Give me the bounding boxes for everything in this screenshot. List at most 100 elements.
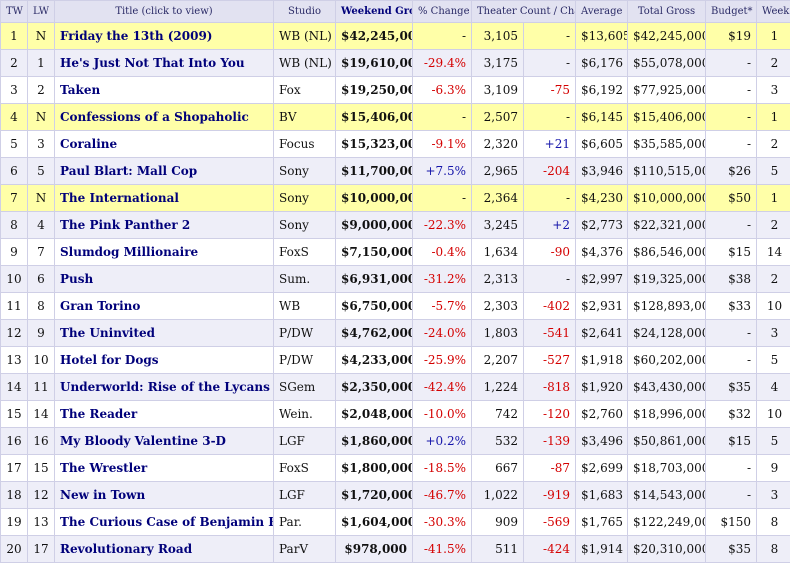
movie-title-link[interactable]: Coraline xyxy=(55,131,273,157)
rank-this-week-cell: 12 xyxy=(1,320,27,346)
movie-title-text[interactable]: The Reader xyxy=(60,407,138,421)
studio-cell: FoxS xyxy=(274,239,335,265)
movie-title-text[interactable]: Revolutionary Road xyxy=(60,542,193,556)
movie-title-text[interactable]: Hotel for Dogs xyxy=(60,353,159,367)
average-cell: $3,496 xyxy=(576,428,627,454)
table-row: 12 9 The Uninvited P/DW $4,762,000 -24.0% 1,80… xyxy=(1,320,790,346)
budget-cell: - xyxy=(706,212,756,238)
rank-last-week-cell: N xyxy=(28,185,54,211)
movie-title-link[interactable]: The Reader xyxy=(55,401,273,427)
header-week-number[interactable]: Week # xyxy=(757,1,790,22)
movie-title-text[interactable]: Underworld: Rise of the Lycans xyxy=(60,380,270,394)
movie-title-text[interactable]: The Curious Case of Benjamin Button xyxy=(60,515,273,529)
table-row: 4 N Confessions of a Shopaholic BV $15,406,0… xyxy=(1,104,790,130)
theater-count-cell: 909 xyxy=(472,509,523,535)
movie-title-link[interactable]: Revolutionary Road xyxy=(55,536,273,562)
movie-title-text[interactable]: Coraline xyxy=(60,137,118,151)
movie-title-text[interactable]: Confessions of a Shopaholic xyxy=(60,110,249,124)
movie-title-link[interactable]: Taken xyxy=(55,77,273,103)
weekend-gross-cell: $6,931,000 xyxy=(336,266,412,292)
movie-title-link[interactable]: Confessions of a Shopaholic xyxy=(55,104,273,130)
studio-cell: Fox xyxy=(274,77,335,103)
movie-title-text[interactable]: Gran Torino xyxy=(60,299,141,313)
movie-title-link[interactable]: The Pink Panther 2 xyxy=(55,212,273,238)
movie-title-link[interactable]: Friday the 13th (2009) xyxy=(55,23,273,49)
movie-title-text[interactable]: The Wrestler xyxy=(60,461,148,475)
rank-this-week-cell: 11 xyxy=(1,293,27,319)
week-number-cell: 9 xyxy=(757,455,790,481)
rank-last-week-cell: 11 xyxy=(28,374,54,400)
average-cell: $6,192 xyxy=(576,77,627,103)
theater-count-cell: 532 xyxy=(472,428,523,454)
studio-cell: Par. xyxy=(274,509,335,535)
table-row: 2 1 He's Just Not That Into You WB (NL) $19,… xyxy=(1,50,790,76)
movie-title-link[interactable]: The Curious Case of Benjamin Button xyxy=(55,509,273,535)
table-row: 17 15 The Wrestler FoxS $1,800,000 -18.5% 667-… xyxy=(1,455,790,481)
week-number-cell: 1 xyxy=(757,104,790,130)
total-gross-cell: $22,321,000 xyxy=(628,212,705,238)
header-studio[interactable]: Studio xyxy=(274,1,335,22)
movie-title-text[interactable]: The International xyxy=(60,191,179,205)
movie-title-text[interactable]: Push xyxy=(60,272,94,286)
movie-title-link[interactable]: Paul Blart: Mall Cop xyxy=(55,158,273,184)
header-title[interactable]: Title (click to view) xyxy=(55,1,273,22)
total-gross-cell: $24,128,000 xyxy=(628,320,705,346)
theater-change-cell: -120 xyxy=(524,401,575,427)
header-weekend-gross[interactable]: Weekend Gross xyxy=(336,1,412,22)
theater-count-cell: 2,965 xyxy=(472,158,523,184)
percent-change-cell: -10.0% xyxy=(413,401,471,427)
movie-title-link[interactable]: Gran Torino xyxy=(55,293,273,319)
movie-title-text[interactable]: He's Just Not That Into You xyxy=(60,56,245,70)
rank-last-week-cell: 4 xyxy=(28,212,54,238)
movie-title-link[interactable]: Slumdog Millionaire xyxy=(55,239,273,265)
rank-last-week-cell: 1 xyxy=(28,50,54,76)
movie-title-link[interactable]: Push xyxy=(55,266,273,292)
studio-cell: BV xyxy=(274,104,335,130)
week-number-cell: 3 xyxy=(757,320,790,346)
movie-title-text[interactable]: Paul Blart: Mall Cop xyxy=(60,164,198,178)
header-total-gross[interactable]: Total Gross xyxy=(628,1,705,22)
theater-change-cell: -139 xyxy=(524,428,575,454)
budget-cell: $50 xyxy=(706,185,756,211)
rank-this-week-cell: 1 xyxy=(1,23,27,49)
movie-title-text[interactable]: The Uninvited xyxy=(60,326,156,340)
theater-change-cell: -541 xyxy=(524,320,575,346)
rank-last-week-cell: 14 xyxy=(28,401,54,427)
rank-last-week-cell: N xyxy=(28,23,54,49)
movie-title-link[interactable]: The Uninvited xyxy=(55,320,273,346)
movie-title-link[interactable]: The Wrestler xyxy=(55,455,273,481)
movie-title-link[interactable]: The International xyxy=(55,185,273,211)
movie-title-text[interactable]: Slumdog Millionaire xyxy=(60,245,199,259)
rank-this-week-cell: 7 xyxy=(1,185,27,211)
movie-title-link[interactable]: New in Town xyxy=(55,482,273,508)
movie-title-text[interactable]: Taken xyxy=(60,83,101,97)
week-number-cell: 5 xyxy=(757,347,790,373)
header-theater-count[interactable]: Theater Count / Change xyxy=(472,1,575,22)
average-cell: $2,699 xyxy=(576,455,627,481)
theater-count-cell: 3,105 xyxy=(472,23,523,49)
movie-title-link[interactable]: My Bloody Valentine 3-D xyxy=(55,428,273,454)
percent-change-cell: -46.7% xyxy=(413,482,471,508)
theater-count-cell: 2,320 xyxy=(472,131,523,157)
movie-title-text[interactable]: Friday the 13th (2009) xyxy=(60,29,213,43)
theater-count-cell: 2,303 xyxy=(472,293,523,319)
average-cell: $6,176 xyxy=(576,50,627,76)
total-gross-cell: $50,861,000 xyxy=(628,428,705,454)
movie-title-text[interactable]: New in Town xyxy=(60,488,146,502)
movie-title-text[interactable]: The Pink Panther 2 xyxy=(60,218,191,232)
header-budget[interactable]: Budget* xyxy=(706,1,756,22)
weekend-gross-cell: $1,860,000 xyxy=(336,428,412,454)
movie-title-link[interactable]: Underworld: Rise of the Lycans xyxy=(55,374,273,400)
header-this-week[interactable]: TW xyxy=(1,1,27,22)
rank-this-week-cell: 15 xyxy=(1,401,27,427)
header-average[interactable]: Average xyxy=(576,1,627,22)
movie-title-link[interactable]: He's Just Not That Into You xyxy=(55,50,273,76)
theater-change-cell: +2 xyxy=(524,212,575,238)
movie-title-text[interactable]: My Bloody Valentine 3-D xyxy=(60,434,226,448)
header-last-week[interactable]: LW xyxy=(28,1,54,22)
theater-count-cell: 3,175 xyxy=(472,50,523,76)
movie-title-link[interactable]: Hotel for Dogs xyxy=(55,347,273,373)
total-gross-cell: $86,546,000 xyxy=(628,239,705,265)
average-cell: $2,773 xyxy=(576,212,627,238)
header-percent-change[interactable]: % Change xyxy=(413,1,471,22)
